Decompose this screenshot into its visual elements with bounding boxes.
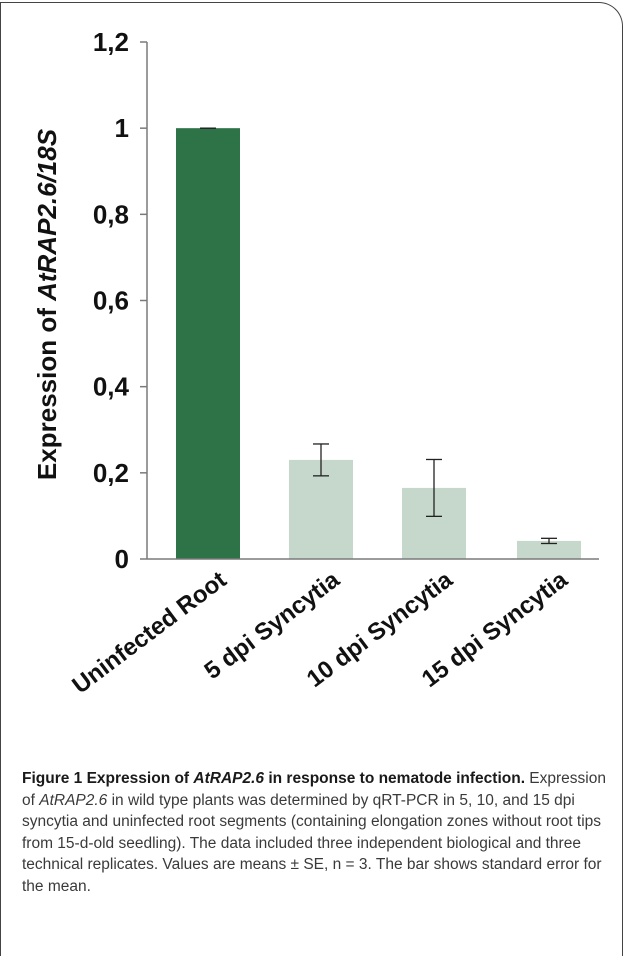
y-tick-label: 0,8 bbox=[93, 199, 129, 229]
y-tick-label: 0 bbox=[115, 544, 129, 574]
y-tick-label: 1 bbox=[115, 113, 129, 143]
x-tick-label: Uninfected Root bbox=[67, 566, 231, 699]
y-axis-label-gene: AtRAP2.6/18S bbox=[32, 128, 62, 302]
figure-caption: Figure 1 Expression of AtRAP2.6 in respo… bbox=[22, 768, 614, 897]
y-tick-label: 0,4 bbox=[93, 372, 130, 402]
y-tick-label: 1,2 bbox=[93, 27, 129, 57]
bar-chart: Expression of AtRAP2.6/18S 0 0,2 0,4 0,6 0,8… bbox=[32, 27, 599, 699]
bar-4 bbox=[517, 540, 581, 559]
caption-body-gene: AtRAP2.6 bbox=[39, 791, 108, 809]
error-bars bbox=[200, 127, 557, 545]
caption-title: Figure 1 Expression of AtRAP2.6 in respo… bbox=[22, 770, 525, 787]
svg-text:Expression of AtRAP2.6/18S: Expression of AtRAP2.6/18S bbox=[32, 128, 62, 480]
bar-1 bbox=[176, 128, 240, 559]
y-tick-label: 0,2 bbox=[93, 458, 129, 488]
caption-title-prefix: Figure 1 Expression of bbox=[22, 770, 194, 787]
y-tick-label: 0,6 bbox=[93, 286, 129, 316]
y-axis-label-prefix: Expression of bbox=[32, 301, 62, 480]
caption-body-suffix: in wild type plants was determined by qR… bbox=[22, 791, 602, 895]
y-axis-ticks: 0 0,2 0,4 0,6 0,8 1 1,2 bbox=[93, 27, 147, 574]
caption-title-gene: AtRAP2.6 bbox=[193, 770, 265, 787]
bars bbox=[176, 128, 581, 559]
y-axis-label: Expression of AtRAP2.6/18S bbox=[32, 128, 62, 480]
caption-body-prefix: Expression of bbox=[22, 770, 606, 809]
caption-title-suffix: in response to nematode infection. bbox=[264, 770, 525, 787]
